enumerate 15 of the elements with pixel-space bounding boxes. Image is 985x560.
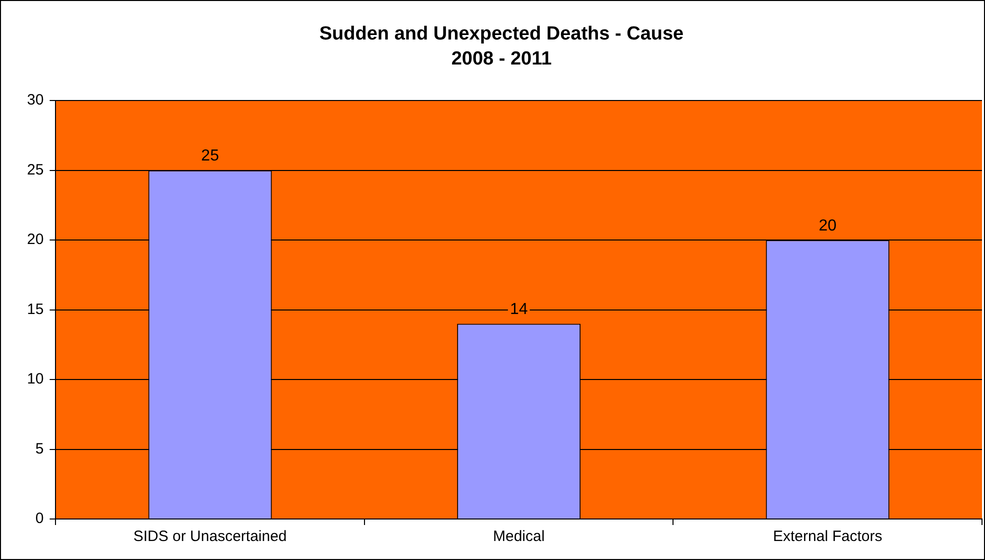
x-tick-label: Medical bbox=[493, 528, 545, 546]
data-label: 20 bbox=[818, 217, 837, 234]
y-tick-label: 0 bbox=[35, 510, 44, 528]
chart-subtitle: 2008 - 2011 bbox=[451, 48, 552, 70]
y-tick-label: 5 bbox=[35, 440, 44, 458]
data-label: 25 bbox=[201, 148, 220, 165]
y-tick-label: 15 bbox=[26, 300, 44, 318]
y-tick-label: 30 bbox=[26, 92, 44, 109]
x-tick-label: SIDS or Unascertained bbox=[133, 528, 287, 546]
data-label: 14 bbox=[510, 301, 528, 318]
y-tick-label: 20 bbox=[26, 231, 44, 248]
chart-title: Sudden and Unexpected Deaths - Cause bbox=[319, 24, 684, 45]
y-tick-label: 10 bbox=[26, 370, 44, 388]
y-tick-label: 25 bbox=[26, 161, 44, 178]
x-tick-label: External Factors bbox=[773, 528, 882, 546]
